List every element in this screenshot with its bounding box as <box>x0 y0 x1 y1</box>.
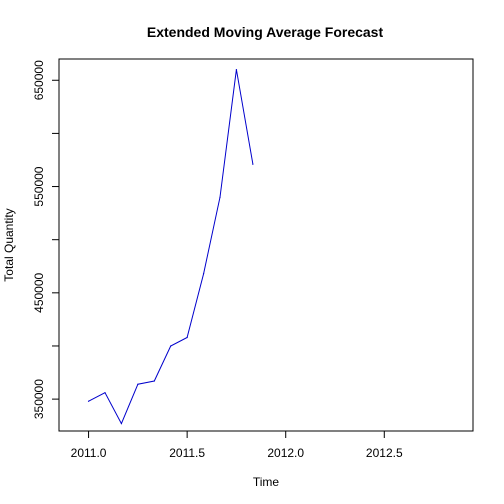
data-point <box>137 383 139 385</box>
x-tick-label: 2011.5 <box>169 446 205 460</box>
data-point <box>219 196 221 198</box>
series-layer <box>87 69 254 425</box>
x-tick-label: 2012.0 <box>267 446 304 460</box>
data-point <box>170 345 172 347</box>
data-point <box>252 163 254 165</box>
y-tick-label: 350000 <box>32 379 46 419</box>
chart-title: Extended Moving Average Forecast <box>147 24 384 40</box>
x-axis: 2011.0 2011.5 2012.0 2012.5 <box>71 430 403 460</box>
data-point <box>186 336 188 339</box>
y-tick-label: 450000 <box>32 272 46 312</box>
y-tick-label: 550000 <box>32 166 46 206</box>
data-point <box>87 400 90 402</box>
data-point <box>202 273 205 275</box>
plot-frame <box>58 58 474 432</box>
x-tick-label: 2011.0 <box>71 446 107 460</box>
data-point <box>235 69 238 71</box>
y-axis: 350000 450000 550000 650000 <box>32 60 60 419</box>
y-axis-label: Total Quantity <box>2 208 16 281</box>
x-axis-label: Time <box>253 475 280 489</box>
y-tick-label: 650000 <box>32 60 46 100</box>
data-point <box>104 392 106 394</box>
x-tick-label: 2012.5 <box>366 446 403 460</box>
series-line <box>88 69 254 425</box>
data-point <box>120 422 123 425</box>
data-point <box>153 380 155 382</box>
